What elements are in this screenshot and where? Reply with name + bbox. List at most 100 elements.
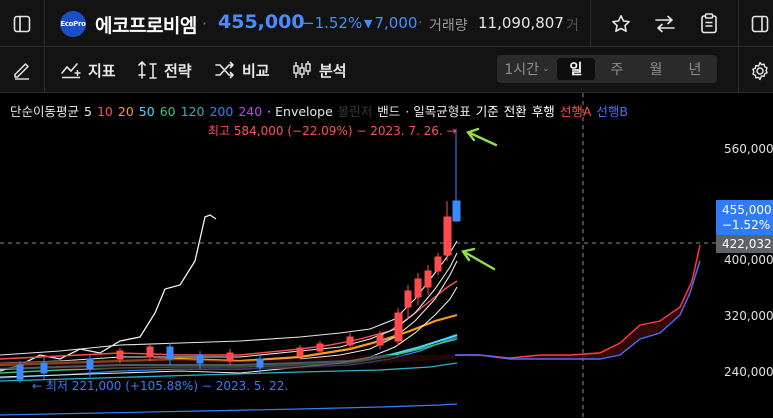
- candle: [116, 350, 124, 360]
- change-percent: −1.52%: [302, 14, 363, 32]
- candle: [256, 358, 264, 368]
- divider: [590, 0, 591, 47]
- timeframe-1h[interactable]: 1시간 ⌄: [500, 58, 554, 80]
- legend-item[interactable]: 50: [138, 104, 155, 119]
- candle: [226, 352, 234, 362]
- shuffle-icon: [215, 61, 234, 79]
- price-axis-label: 560,000: [724, 142, 773, 156]
- candle: [196, 354, 204, 364]
- timeframe-year[interactable]: 년: [688, 62, 702, 78]
- legend-item[interactable]: 20: [117, 104, 134, 119]
- annotation-arrow-top: [466, 127, 498, 147]
- lagging-span-line: [0, 214, 217, 372]
- legend-item[interactable]: 기준: [475, 104, 499, 119]
- legend-item[interactable]: 후행: [531, 104, 555, 119]
- candle: [296, 347, 304, 357]
- price-chart[interactable]: 단순이동평균 5 10 20 50 60 120 200 240 · Envelope 볼린저 밴드 ·…: [0, 93, 773, 418]
- candle: [346, 336, 354, 346]
- candle: [16, 364, 24, 380]
- legend-item[interactable]: 10: [96, 104, 113, 119]
- legend-item[interactable]: 볼린저: [337, 104, 373, 119]
- favorite-star-icon[interactable]: [604, 0, 638, 47]
- draw-tool-button[interactable]: [12, 59, 32, 81]
- legend-item[interactable]: · 일목균형표: [405, 104, 471, 119]
- analysis-button[interactable]: 분석: [291, 59, 347, 81]
- price-axis-label: 400,000: [724, 253, 773, 267]
- candle: [166, 346, 174, 360]
- legend-item[interactable]: 선행B: [596, 104, 628, 119]
- candle: [316, 343, 324, 352]
- high-price-annotation: 최고 584,000 (−22.09%) − 2023. 7. 26. →: [208, 124, 457, 138]
- legend-item[interactable]: 선행A: [559, 104, 592, 119]
- sidebar-toggle-icon[interactable]: [0, 0, 44, 47]
- timeframe-week[interactable]: 주: [610, 62, 624, 78]
- compare-arrows-icon[interactable]: [648, 0, 682, 47]
- last-candle: [452, 200, 461, 222]
- legend-item[interactable]: 60: [159, 104, 176, 119]
- low-price-annotation: ← 최저 221,000 (+105.88%) − 2023. 5. 22.: [32, 379, 289, 393]
- indicator-button[interactable]: 지표: [60, 59, 116, 81]
- top-bar: EcoPro 에코프로비엠 · 455,000 −1.52% ▼ 7,000 · …: [0, 0, 773, 47]
- company-logo: EcoPro: [60, 11, 86, 37]
- divider: [44, 47, 45, 93]
- indicator-legend[interactable]: 단순이동평균 5 10 20 50 60 120 200 240 · Envelope 볼린저 밴드 ·…: [10, 101, 633, 120]
- candle: [424, 270, 432, 288]
- price-axis-label: 240,000: [724, 365, 773, 379]
- current-price: 455,000: [218, 11, 305, 33]
- candlestick-series: [16, 129, 461, 383]
- legend-item[interactable]: 밴드: [377, 104, 401, 119]
- timeframe-day[interactable]: 일: [557, 58, 595, 80]
- indicator-label: 지표: [88, 61, 116, 80]
- legend-item[interactable]: 5: [84, 104, 92, 119]
- change-amount-value: 7,000: [374, 14, 418, 32]
- timeframe-month[interactable]: 월: [649, 62, 663, 78]
- strategy-button[interactable]: 전략: [136, 59, 192, 81]
- compare-button[interactable]: 비교: [214, 59, 270, 81]
- chart-canvas[interactable]: [0, 93, 773, 418]
- ma-10-line: [0, 280, 458, 360]
- name-separator: ·: [202, 15, 207, 33]
- ma-240-line: [0, 403, 458, 416]
- volume-label: 거래량: [429, 18, 468, 34]
- settings-button[interactable]: [750, 60, 770, 82]
- divider: [738, 0, 739, 47]
- current-price-tag: 455,000 −1.52%: [716, 200, 773, 236]
- price-axis-label: 320,000: [724, 309, 773, 323]
- candle: [443, 216, 452, 256]
- candle: [376, 334, 384, 346]
- analysis-label: 분석: [319, 61, 347, 80]
- clipboard-icon[interactable]: [692, 0, 726, 47]
- volume-separator: ·: [418, 15, 423, 31]
- candle: [40, 362, 48, 374]
- ichimoku-cloud: [460, 245, 700, 359]
- candle: [434, 256, 442, 272]
- timeframe-1h-label: 1시간: [504, 62, 540, 78]
- stock-name[interactable]: 에코프로비엠: [95, 15, 197, 37]
- legend-item[interactable]: 단순이동평균: [10, 104, 80, 119]
- strategy-label: 전략: [164, 61, 192, 80]
- current-price-tag-change: −1.52%: [722, 218, 771, 232]
- divider: [738, 47, 739, 93]
- leading-span-a-line: [455, 244, 701, 359]
- upper-band-line: [0, 240, 458, 356]
- legend-item[interactable]: 전환: [503, 104, 527, 119]
- mid-band-line: [0, 252, 458, 364]
- change-amount: ▼ 7,000: [364, 14, 417, 32]
- candle: [414, 278, 422, 298]
- legend-item[interactable]: 200: [209, 104, 234, 119]
- candle: [86, 358, 94, 370]
- chevron-down-icon: ⌄: [542, 64, 550, 74]
- candle: [146, 346, 154, 358]
- leading-span-b-line: [455, 260, 701, 360]
- crosshair-price-tag: 422,032: [716, 235, 773, 253]
- pencil-icon: [14, 63, 29, 80]
- legend-item[interactable]: 240: [238, 104, 263, 119]
- envelope-line: [299, 260, 458, 360]
- annotation-arrow-bottom: [460, 247, 496, 271]
- current-price-tag-value: 455,000: [722, 203, 772, 217]
- legend-item[interactable]: · Envelope: [267, 104, 333, 119]
- right-panel-icon[interactable]: [746, 0, 773, 47]
- legend-item[interactable]: 120: [180, 104, 205, 119]
- strategy-icon: [138, 60, 157, 79]
- chart-toolbar: 지표 전략 비교 분석 1시간 ⌄ 일 주 월 년: [0, 47, 773, 93]
